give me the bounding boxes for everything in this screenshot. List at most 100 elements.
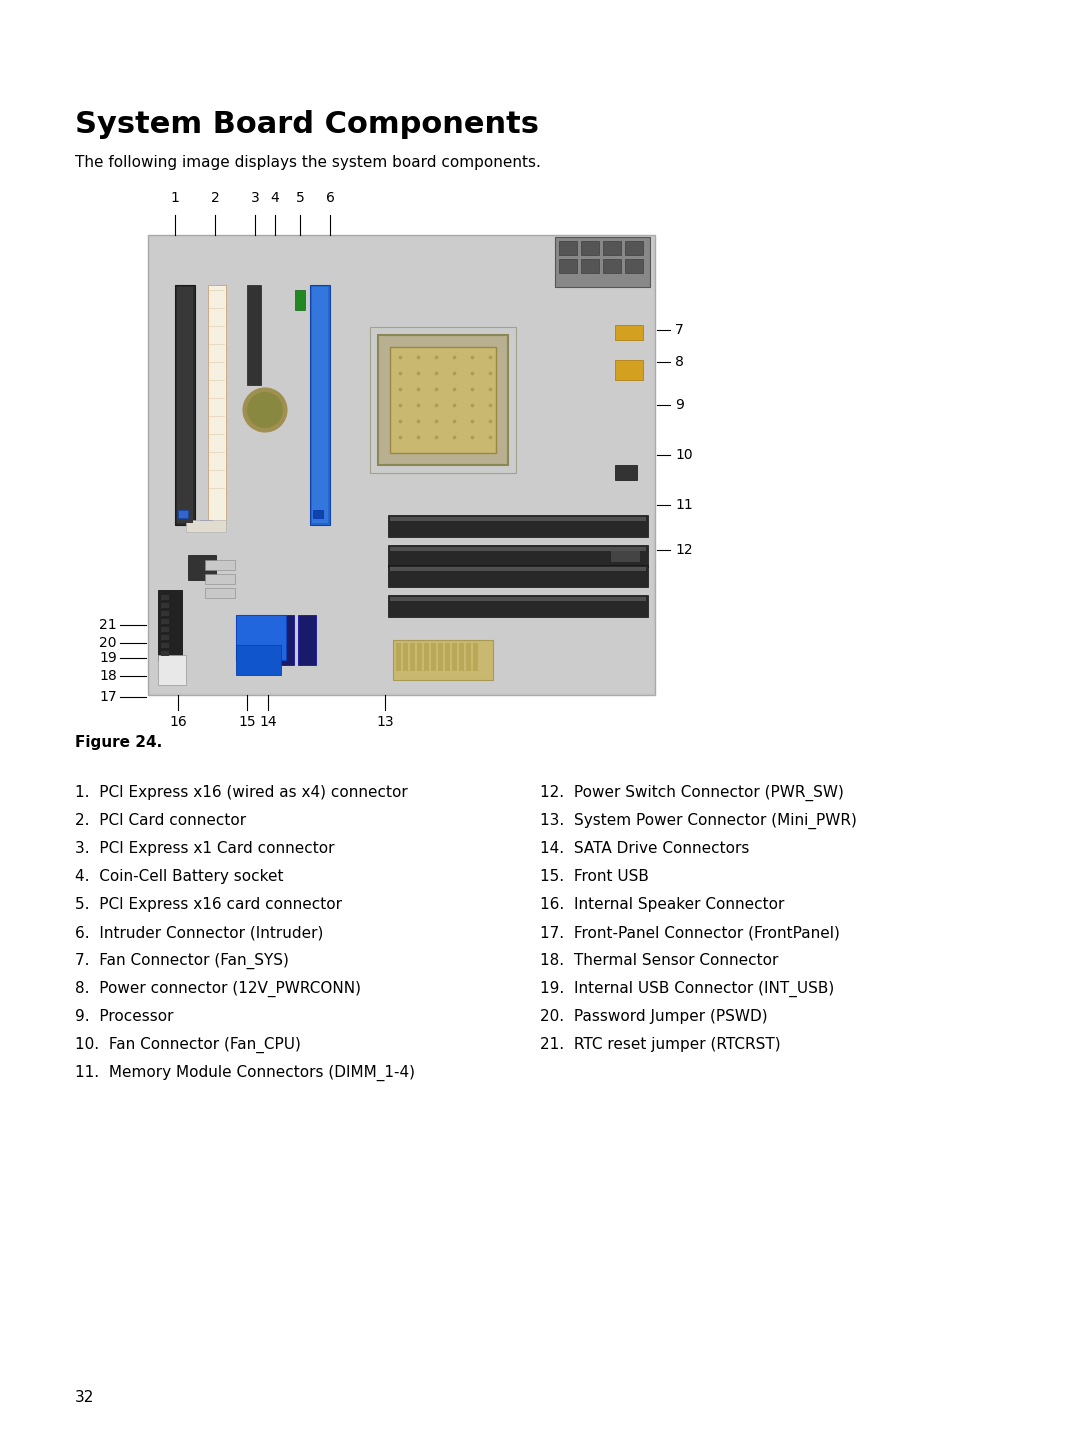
Circle shape [247, 391, 283, 427]
Text: 19: 19 [99, 651, 117, 665]
FancyBboxPatch shape [445, 642, 450, 657]
FancyBboxPatch shape [388, 565, 648, 587]
FancyBboxPatch shape [237, 615, 286, 660]
Text: 14: 14 [259, 716, 276, 728]
FancyBboxPatch shape [424, 657, 429, 671]
FancyBboxPatch shape [417, 657, 422, 671]
FancyBboxPatch shape [459, 657, 464, 671]
FancyBboxPatch shape [161, 642, 168, 648]
FancyBboxPatch shape [424, 642, 429, 657]
FancyBboxPatch shape [610, 551, 640, 562]
FancyBboxPatch shape [465, 657, 471, 671]
FancyBboxPatch shape [403, 657, 408, 671]
FancyBboxPatch shape [247, 285, 261, 384]
FancyBboxPatch shape [396, 657, 401, 671]
Text: 1: 1 [171, 191, 179, 205]
FancyBboxPatch shape [410, 642, 415, 657]
FancyBboxPatch shape [581, 241, 599, 255]
Text: 5: 5 [296, 191, 305, 205]
Text: 17.  Front-Panel Connector (FrontPanel): 17. Front-Panel Connector (FrontPanel) [540, 925, 840, 941]
FancyBboxPatch shape [161, 627, 168, 632]
FancyBboxPatch shape [205, 561, 235, 569]
FancyBboxPatch shape [615, 465, 637, 480]
FancyBboxPatch shape [148, 235, 654, 695]
Text: 9: 9 [675, 399, 684, 412]
FancyBboxPatch shape [205, 588, 235, 598]
Text: 2.  PCI Card connector: 2. PCI Card connector [75, 813, 246, 827]
Text: 2: 2 [211, 191, 219, 205]
FancyBboxPatch shape [161, 619, 168, 624]
Text: 16: 16 [170, 716, 187, 728]
FancyBboxPatch shape [175, 285, 195, 525]
Text: 9.  Processor: 9. Processor [75, 1010, 174, 1024]
FancyBboxPatch shape [276, 615, 294, 665]
FancyBboxPatch shape [393, 640, 492, 680]
FancyBboxPatch shape [431, 657, 436, 671]
FancyBboxPatch shape [205, 574, 235, 584]
FancyBboxPatch shape [615, 360, 643, 380]
Text: 21.  RTC reset jumper (RTCRST): 21. RTC reset jumper (RTCRST) [540, 1037, 781, 1053]
FancyBboxPatch shape [445, 657, 450, 671]
FancyBboxPatch shape [459, 642, 464, 657]
Text: System Board Components: System Board Components [75, 110, 539, 139]
FancyBboxPatch shape [465, 642, 471, 657]
Text: 3: 3 [251, 191, 259, 205]
Text: 6: 6 [325, 191, 335, 205]
FancyBboxPatch shape [158, 655, 186, 685]
FancyBboxPatch shape [295, 290, 305, 310]
FancyBboxPatch shape [453, 657, 457, 671]
Text: 19.  Internal USB Connector (INT_USB): 19. Internal USB Connector (INT_USB) [540, 981, 834, 997]
FancyBboxPatch shape [313, 511, 323, 518]
Text: 18: 18 [99, 670, 117, 683]
FancyBboxPatch shape [298, 615, 316, 665]
FancyBboxPatch shape [431, 642, 436, 657]
FancyBboxPatch shape [388, 515, 648, 536]
FancyBboxPatch shape [390, 546, 646, 551]
Text: 1.  PCI Express x16 (wired as x4) connector: 1. PCI Express x16 (wired as x4) connect… [75, 784, 408, 800]
Text: 4.  Coin-Cell Battery socket: 4. Coin-Cell Battery socket [75, 869, 283, 883]
Text: 20.  Password Jumper (PSWD): 20. Password Jumper (PSWD) [540, 1010, 768, 1024]
FancyBboxPatch shape [438, 642, 443, 657]
FancyBboxPatch shape [310, 285, 330, 525]
FancyBboxPatch shape [403, 642, 408, 657]
Text: 4: 4 [271, 191, 280, 205]
Text: 14.  SATA Drive Connectors: 14. SATA Drive Connectors [540, 840, 750, 856]
FancyBboxPatch shape [178, 511, 188, 518]
FancyBboxPatch shape [388, 595, 648, 617]
FancyBboxPatch shape [417, 642, 422, 657]
Text: Figure 24.: Figure 24. [75, 736, 162, 750]
FancyBboxPatch shape [555, 237, 650, 287]
Text: 7: 7 [675, 323, 684, 337]
FancyBboxPatch shape [410, 657, 415, 671]
Text: 18.  Thermal Sensor Connector: 18. Thermal Sensor Connector [540, 954, 779, 968]
FancyBboxPatch shape [312, 287, 328, 523]
Text: 12: 12 [675, 543, 692, 556]
FancyBboxPatch shape [625, 260, 643, 272]
FancyBboxPatch shape [603, 260, 621, 272]
FancyBboxPatch shape [390, 566, 646, 571]
FancyBboxPatch shape [453, 642, 457, 657]
FancyBboxPatch shape [161, 611, 168, 617]
FancyBboxPatch shape [200, 521, 212, 528]
Text: 10: 10 [675, 447, 692, 462]
FancyBboxPatch shape [390, 597, 646, 601]
Circle shape [243, 389, 287, 432]
FancyBboxPatch shape [150, 237, 653, 693]
Text: 17: 17 [99, 690, 117, 704]
FancyBboxPatch shape [390, 518, 646, 521]
Text: 15.  Front USB: 15. Front USB [540, 869, 649, 883]
FancyBboxPatch shape [208, 285, 226, 525]
Text: 13.  System Power Connector (Mini_PWR): 13. System Power Connector (Mini_PWR) [540, 813, 856, 829]
FancyBboxPatch shape [396, 642, 401, 657]
FancyBboxPatch shape [188, 555, 216, 579]
FancyBboxPatch shape [378, 336, 508, 465]
FancyBboxPatch shape [603, 241, 621, 255]
Text: 7.  Fan Connector (Fan_SYS): 7. Fan Connector (Fan_SYS) [75, 954, 288, 969]
FancyBboxPatch shape [438, 657, 443, 671]
FancyBboxPatch shape [473, 657, 478, 671]
Text: 21: 21 [99, 618, 117, 632]
Text: 11.  Memory Module Connectors (DIMM_1-4): 11. Memory Module Connectors (DIMM_1-4) [75, 1065, 415, 1081]
FancyBboxPatch shape [177, 287, 193, 523]
Text: 11: 11 [675, 498, 692, 512]
FancyBboxPatch shape [186, 521, 226, 532]
